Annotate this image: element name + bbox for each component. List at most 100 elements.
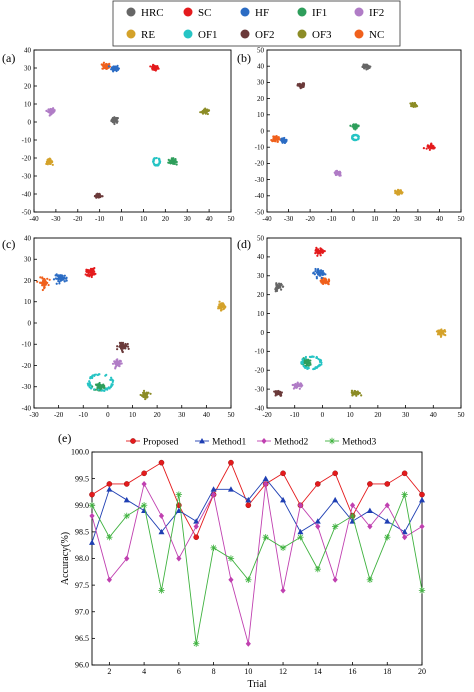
scatter-point: [298, 83, 301, 86]
scatter-point: [276, 137, 279, 140]
data-point: [314, 481, 321, 487]
cluster-if2: [111, 358, 123, 370]
cluster-re: [394, 188, 404, 196]
panel-e-xtick-label: 12: [279, 667, 287, 676]
data-point: [140, 502, 148, 509]
scatter-point: [97, 373, 100, 376]
scatter-point: [47, 108, 50, 111]
cluster-of3: [409, 101, 419, 109]
scatter-point: [105, 66, 108, 70]
scatter-point: [126, 345, 130, 348]
scatter-point: [46, 110, 50, 113]
scatter-point: [49, 160, 53, 164]
panel-c-ytick-label: 0: [28, 319, 32, 327]
scatter-point: [110, 376, 113, 379]
scatter-point: [222, 302, 225, 306]
scatter-point: [91, 269, 94, 272]
panel-a-xtick-label: 30: [184, 215, 192, 223]
scatter-point: [104, 388, 107, 391]
panel-b-xtick-label: 0: [351, 215, 355, 223]
scatter-point: [315, 250, 318, 253]
scatter-point: [174, 157, 177, 161]
scatter-point: [304, 357, 307, 360]
scatter-point: [323, 250, 326, 253]
data-point: [210, 544, 217, 552]
panel-a-ytick-label: 0: [28, 118, 32, 126]
scatter-point: [276, 140, 279, 143]
scatter-point: [149, 392, 152, 395]
scatter-point: [291, 383, 294, 387]
panel-b-ytick-label: -30: [255, 176, 265, 184]
legend-label-nc: NC: [369, 29, 384, 41]
scatter-point: [49, 113, 52, 116]
panel-e: (e) 2 4 6 8 10 12 14 16 18 20 96.0 96.5 97.0 97.5 98.0 9…: [58, 431, 426, 690]
series-method1: [89, 475, 425, 545]
scatter-point: [42, 279, 45, 282]
scatter-point: [104, 65, 108, 68]
cluster-hf: [107, 64, 121, 73]
panel-a-xtick-label: 20: [162, 215, 170, 223]
panel-b-xtick-label: -20: [305, 215, 315, 223]
legend-label-if2: IF2: [369, 7, 384, 19]
scatter-point: [52, 107, 55, 110]
panel-a-xtick-label: -30: [51, 215, 61, 223]
data-point: [228, 459, 234, 466]
scatter-point: [283, 136, 286, 140]
scatter-point: [284, 139, 287, 143]
scatter-point: [146, 395, 149, 398]
scatter-point: [318, 359, 322, 362]
scatter-point: [338, 172, 341, 175]
scatter-point: [116, 345, 119, 348]
panel-d-xtick-label: 0: [321, 411, 325, 419]
data-point: [297, 534, 304, 541]
data-point: [158, 512, 165, 519]
data-point: [314, 565, 321, 573]
scatter-point: [298, 387, 301, 390]
panel-b-ytick-label: 0: [261, 127, 265, 135]
data-point: [280, 470, 286, 477]
legend-marker-hrc: [126, 7, 136, 17]
panel-d-xtick-label: 50: [458, 411, 466, 419]
scatter-point: [311, 355, 314, 358]
scatter-point: [157, 164, 160, 167]
panel-d-xtick-label: 30: [402, 411, 410, 419]
scatter-point: [93, 388, 96, 391]
series-method2: [89, 480, 425, 647]
scatter-point: [84, 273, 87, 276]
scatter-point: [411, 103, 415, 106]
scatter-point: [95, 193, 99, 196]
scatter-point: [327, 278, 330, 281]
legend-marker-of1: [183, 29, 193, 39]
data-point: [123, 481, 130, 487]
scatter-point: [41, 277, 44, 280]
panel-b-label: (b): [237, 51, 251, 65]
panel-b: -40 -30 -20 -10 0 10 20 30 40 50-50-40-30-20-1001…: [237, 46, 465, 223]
scatter-point: [48, 278, 51, 281]
series-line: [91, 482, 423, 644]
panel-b-frame: [266, 49, 462, 213]
scatter-point: [428, 148, 431, 151]
legend-label-of1: OF1: [198, 29, 218, 41]
scatter-point: [280, 137, 283, 140]
scatter-point: [159, 160, 162, 163]
scatter-point: [355, 123, 358, 127]
scatter-point: [219, 307, 222, 310]
panel-d: -20 -10 0 10 20 30 40 50 -40 -30 -20 -10 0 10 20 30 40 50…: [237, 234, 465, 419]
scatter-point: [432, 147, 435, 150]
panel-c-frame: [33, 237, 232, 409]
panel-e-xtick-label: 4: [142, 667, 146, 676]
data-point: [332, 470, 338, 477]
series-line: [91, 492, 423, 644]
scatter-point: [92, 272, 95, 275]
scatter-point: [55, 282, 58, 285]
scatter-point: [102, 383, 105, 387]
cluster-re: [435, 328, 447, 338]
scatter-point: [149, 65, 152, 68]
legend-label-method2: Method2: [274, 438, 309, 448]
panel-e-ytick-label: 99.0: [75, 501, 89, 510]
panel-d-xtick-label: -10: [290, 411, 300, 419]
scatter-point: [354, 138, 358, 141]
data-point: [314, 518, 321, 524]
series-method3: [88, 491, 426, 647]
cluster-nc: [36, 276, 51, 292]
